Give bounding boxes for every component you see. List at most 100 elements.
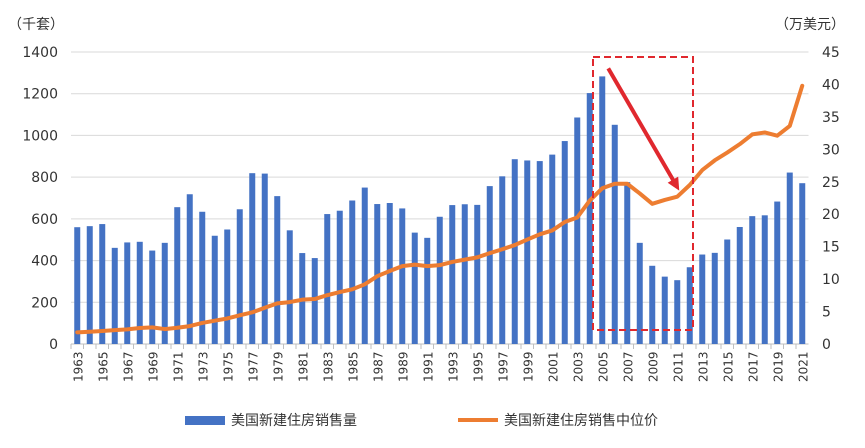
right-tick-label: 30 [822,142,840,158]
x-tick-label: 1985 [346,351,360,382]
bar-1976 [236,209,243,344]
x-tick-label: 1983 [321,351,335,382]
bar-1993 [449,205,456,344]
bar-2017 [749,216,756,344]
bar-2006 [611,124,618,344]
bar-2020 [786,172,793,344]
x-tick-label: 1981 [296,351,310,382]
x-tick-label: 2011 [671,351,685,382]
legend-item-sales: 美国新建住房销售量 [185,410,357,430]
bar-1998 [511,159,518,344]
bar-2007 [624,182,631,344]
right-tick-label: 25 [822,175,840,191]
bar-1996 [486,186,493,344]
x-tick-label: 1995 [471,351,485,382]
x-tick-label: 1993 [446,351,460,382]
bar-2001 [549,154,556,344]
x-tick-label: 1999 [521,351,535,382]
bar-2011 [674,280,681,344]
bar-2010 [661,276,668,344]
bar-1991 [424,237,431,344]
left-tick-label: 1000 [22,128,58,144]
legend-label-sales: 美国新建住房销售量 [231,413,357,429]
x-tick-label: 2021 [796,351,810,382]
x-tick-label: 1971 [171,351,185,382]
bar-2009 [649,265,656,344]
x-tick-label: 1965 [96,351,110,382]
highlight-box [592,56,694,331]
x-tick-label: 1969 [146,351,160,382]
x-tick-label: 1977 [246,351,260,382]
x-tick-label: 2007 [621,351,635,382]
bar-1963 [74,227,81,344]
bar-1969 [149,250,156,344]
x-tick-label: 2003 [571,351,585,382]
legend-item-price: 美国新建住房销售中位价 [458,410,658,430]
x-tick-label: 1963 [71,351,85,382]
legend-line-swatch [458,418,498,422]
bar-1999 [524,160,531,344]
bar-1987 [374,204,381,344]
left-axis-unit: （千套） [8,17,64,33]
bar-1970 [161,242,168,344]
right-tick-label: 15 [822,240,840,256]
bar-1972 [186,194,193,344]
bar-2000 [536,161,543,344]
left-tick-label: 800 [31,170,58,186]
right-tick-label: 5 [822,305,831,321]
x-tick-label: 1987 [371,351,385,382]
right-tick-label: 35 [822,110,840,126]
right-axis-unit: （万美元） [775,17,845,33]
left-tick-label: 600 [31,212,58,228]
x-tick-label: 2013 [696,351,710,382]
bar-1964 [86,226,93,344]
x-tick-label: 2005 [596,351,610,382]
x-tick-label: 1979 [271,351,285,382]
x-tick-label: 1989 [396,351,410,382]
trend-arrow-shaft [606,67,677,185]
legend-label-price: 美国新建住房销售中位价 [504,413,658,429]
bar-1983 [324,214,331,344]
bar-1966 [111,247,118,344]
price-line [75,83,805,335]
bar-1965 [99,224,106,344]
bar-1986 [361,187,368,344]
bar-1967 [124,242,131,344]
bar-1968 [136,241,143,344]
x-tick-label: 1975 [221,351,235,382]
bar-1978 [261,173,268,344]
bar-1995 [474,204,481,344]
bar-2016 [736,226,743,344]
bar-1990 [411,232,418,344]
right-tick-label: 10 [822,272,840,288]
bar-2021 [799,183,806,344]
bar-2013 [699,254,706,344]
bar-2008 [636,242,643,344]
bar-1971 [174,207,181,344]
bar-2012 [686,267,693,344]
bar-1977 [249,173,256,344]
left-tick-label: 200 [31,295,58,311]
bar-1997 [499,176,506,344]
left-tick-label: 0 [49,337,58,353]
bar-1994 [461,204,468,344]
right-tick-label: 45 [822,45,840,61]
bar-1980 [286,230,293,344]
bar-2018 [761,215,768,344]
trend-arrow-head [667,176,680,191]
left-tick-label: 1200 [22,87,58,103]
right-tick-label: 20 [822,207,840,223]
bar-1988 [386,203,393,344]
bar-1992 [436,216,443,344]
bar-2004 [586,93,593,345]
left-tick-label: 400 [31,254,58,270]
bar-1985 [349,200,356,344]
x-tick-label: 2019 [771,351,785,382]
bar-1973 [199,211,206,344]
x-tick-label: 2001 [546,351,560,382]
right-tick-label: 0 [822,337,831,353]
x-tick-label: 1991 [421,351,435,382]
bar-2005 [599,76,606,344]
x-tick-label: 1997 [496,351,510,382]
bar-2019 [774,201,781,344]
